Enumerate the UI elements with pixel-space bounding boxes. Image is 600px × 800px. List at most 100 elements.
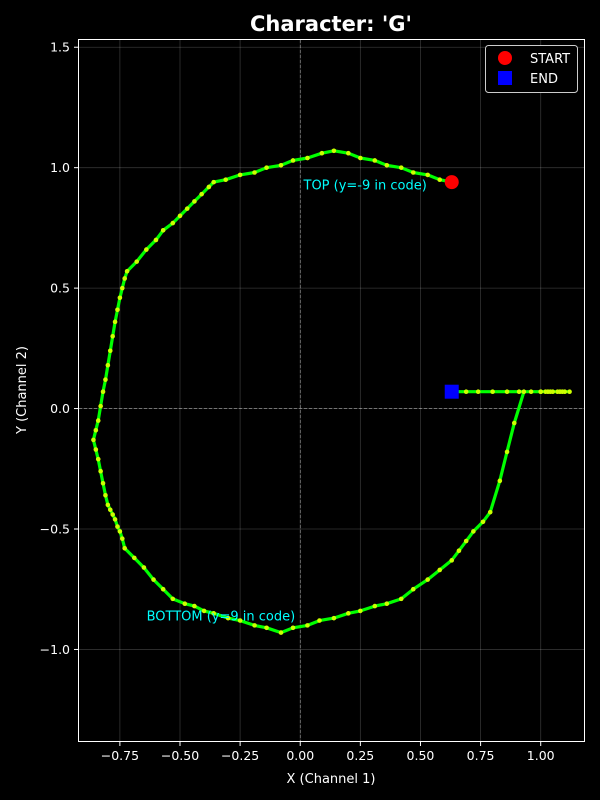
markers [444,175,459,399]
data-point [437,177,443,183]
data-point [100,480,106,486]
legend: START END [485,45,578,93]
data-point [237,618,243,623]
data-point [144,247,149,252]
data-point [192,199,197,204]
data-point [237,172,243,178]
data-point [425,577,430,582]
data-point [384,601,390,606]
chart-title: Character: 'G' [250,12,412,36]
data-point [177,213,183,219]
data-point [567,389,572,395]
data-point [278,630,284,635]
data-point [98,468,103,474]
data-point [358,155,363,161]
data-point [398,596,404,602]
x-tick-label: −0.25 [221,748,259,763]
data-point [290,158,296,163]
data-point [463,389,469,395]
data-point [463,538,469,544]
data-point [117,529,123,534]
y-tick-label: −1.0 [40,642,70,657]
legend-start-label: START [530,52,570,67]
data-point [562,389,568,395]
data-point [93,447,99,452]
data-point [346,150,351,156]
data-point [372,158,378,163]
data-point [456,548,462,553]
data-point [103,492,108,498]
data-point [511,420,517,426]
data-point [110,333,115,339]
x-tick-label: −0.50 [161,748,199,763]
data-point [122,276,127,281]
data-point [384,162,390,168]
data-point [103,377,108,382]
data-point [372,603,378,609]
x-axis-ticks: −0.75 −0.50 −0.25 0.00 0.25 0.50 0.75 1.00 [101,741,555,763]
data-point [170,596,176,602]
annotation-label: BOTTOM (y=9 in code) [147,610,296,625]
data-point [110,512,115,517]
data-point [475,389,481,395]
data-point [504,449,510,455]
data-point [153,237,159,243]
legend-end-label: END [530,72,558,87]
data-point [98,403,103,409]
data-point [252,170,257,175]
data-point [528,389,534,395]
data-point [410,586,416,592]
data-point [516,389,522,395]
plot-points [91,148,572,635]
data-point [105,502,111,508]
legend-end-marker [498,71,512,85]
data-point [480,519,486,525]
data-point [192,603,197,609]
annotations: TOP (y=-9 in code) BOTTOM (y=9 in code) [147,178,427,624]
data-point [206,184,212,190]
data-point [91,437,96,443]
data-point [95,418,101,423]
data-point [160,586,166,592]
data-point [182,601,188,606]
data-point [225,615,231,621]
x-tick-label: 0.25 [346,748,374,763]
annotation-label: TOP (y=-9 in code) [303,178,427,193]
data-point [331,148,337,154]
data-point [115,307,120,313]
data-point [471,529,476,534]
data-point [317,618,322,623]
data-point [264,165,269,170]
y-tick-label: 1.5 [50,40,70,55]
data-point [132,555,137,561]
data-point [487,509,493,515]
data-point [170,220,176,226]
data-point [151,577,156,582]
data-point [119,285,125,291]
data-point [134,259,140,264]
plot-frame [78,39,585,742]
data-point [160,228,166,233]
x-tick-label: −0.75 [101,748,139,763]
data-point [305,155,310,161]
data-point [278,162,284,168]
data-point [264,625,269,631]
data-point [550,389,556,395]
data-point [141,565,147,570]
x-tick-label: 0.50 [407,748,435,763]
data-point [290,625,296,631]
data-point [319,150,325,156]
data-point [100,389,106,395]
data-point [199,191,204,197]
y-tick-label: 0.0 [50,401,70,416]
data-point [115,524,120,529]
x-tick-label: 1.00 [527,748,555,763]
data-point [112,517,118,522]
data-point [305,623,310,628]
data-point [95,456,101,462]
data-point [410,170,416,175]
data-point [93,427,99,433]
data-point [211,611,216,616]
data-point [449,558,455,563]
